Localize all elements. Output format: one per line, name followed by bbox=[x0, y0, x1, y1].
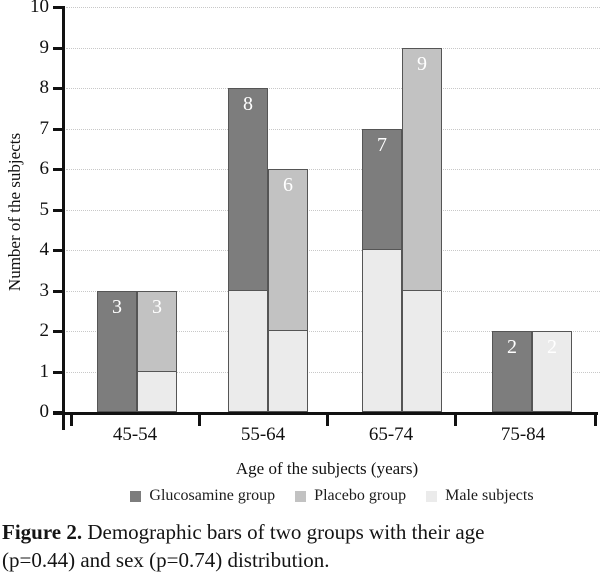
gridline bbox=[66, 209, 600, 211]
x-tick-label: 45-54 bbox=[112, 424, 158, 445]
legend-label: Male subjects bbox=[445, 487, 534, 504]
legend-label: Placebo group bbox=[314, 487, 407, 504]
y-axis-tick bbox=[53, 289, 62, 293]
y-tick-label: 6 bbox=[39, 158, 50, 179]
y-tick-label: 7 bbox=[39, 117, 50, 139]
bar-glucosamine-65-74: 7 bbox=[362, 128, 402, 412]
y-tick-label: 0 bbox=[39, 401, 50, 422]
gridline bbox=[66, 169, 600, 170]
legend-label: Glucosamine group bbox=[149, 487, 276, 504]
x-tick-label: 75-84 bbox=[500, 424, 546, 445]
bar-placebo-65-74: 9 bbox=[402, 47, 442, 412]
y-axis-tick bbox=[53, 87, 62, 90]
y-axis-line bbox=[62, 6, 65, 430]
bar-male-subjects-segment bbox=[533, 332, 571, 411]
bar-glucosamine-55-64: 8 bbox=[228, 88, 268, 412]
bar-glucosamine-45-54: 3 bbox=[97, 290, 137, 412]
y-axis-tick bbox=[53, 6, 62, 9]
bar-value-label: 3 bbox=[152, 295, 162, 318]
x-axis-tick bbox=[326, 412, 329, 426]
y-axis-tick bbox=[53, 168, 62, 171]
x-tick-label: 55-64 bbox=[240, 424, 286, 445]
legend-swatch-icon bbox=[426, 490, 438, 502]
figure-caption-line2: (p=0.44) and sex (p=0.74) distribution. bbox=[2, 548, 330, 572]
figure-caption-line1: Demographic bars of two groups with thei… bbox=[87, 520, 485, 544]
y-axis-tick bbox=[53, 370, 62, 374]
x-axis-line bbox=[53, 412, 598, 415]
y-axis-title: Number of the subjects bbox=[5, 132, 24, 292]
bar-value-label: 3 bbox=[112, 295, 122, 318]
gridline bbox=[66, 7, 600, 8]
bar-male-subjects-segment bbox=[138, 370, 176, 411]
bar-placebo-45-54: 3 bbox=[137, 290, 177, 412]
legend-item-male: Male subjects bbox=[426, 487, 534, 505]
x-axis-tick bbox=[198, 412, 201, 426]
gridline bbox=[66, 128, 600, 130]
chart-legend: Glucosamine group Placebo group Male subje… bbox=[0, 487, 600, 505]
y-axis-tick bbox=[53, 46, 62, 50]
y-axis-tick bbox=[53, 208, 62, 212]
bar-value-label: 6 bbox=[283, 174, 293, 196]
figure-caption-number: Figure 2. bbox=[2, 520, 83, 544]
x-axis-title: Age of the subjects (years) bbox=[235, 459, 419, 478]
bar-male-subjects-segment bbox=[229, 289, 267, 411]
x-axis-tick bbox=[594, 412, 597, 426]
y-tick-label: 9 bbox=[39, 36, 50, 58]
y-tick-label: 4 bbox=[39, 239, 50, 260]
legend-swatch-icon bbox=[130, 490, 142, 502]
figure-caption: Figure 2. Demographic bars of two groups… bbox=[2, 518, 600, 574]
y-tick-label: 5 bbox=[39, 198, 50, 220]
legend-item-glucosamine: Glucosamine group bbox=[130, 487, 275, 505]
bar-value-label: 2 bbox=[507, 336, 517, 358]
bar-placebo-55-64: 6 bbox=[268, 169, 308, 412]
y-tick-label: 1 bbox=[39, 360, 50, 382]
y-tick-label: 3 bbox=[39, 279, 50, 301]
bar-male-subjects-segment bbox=[363, 249, 401, 411]
y-axis-tick bbox=[53, 127, 62, 131]
bar-value-label: 8 bbox=[243, 93, 253, 115]
y-axis-tick bbox=[53, 330, 62, 333]
gridline bbox=[66, 331, 600, 332]
x-axis-tick bbox=[70, 412, 73, 426]
y-tick-label: 2 bbox=[39, 320, 50, 341]
bar-value-label: 7 bbox=[377, 133, 387, 156]
legend-swatch-icon bbox=[295, 490, 307, 502]
y-axis-tick bbox=[53, 249, 62, 252]
bar-value-label: 9 bbox=[417, 52, 427, 75]
gridline bbox=[66, 88, 600, 89]
y-tick-label: 10 bbox=[30, 0, 49, 17]
gridline bbox=[66, 290, 600, 292]
legend-item-placebo: Placebo group bbox=[295, 487, 406, 505]
gridline bbox=[66, 47, 600, 49]
bar-glucosamine-75-84: 2 bbox=[492, 331, 532, 412]
bar-placebo-75-84: 2 bbox=[532, 331, 572, 412]
x-tick-label: 65-74 bbox=[368, 424, 414, 445]
gridline bbox=[66, 371, 600, 373]
gridline bbox=[66, 250, 600, 251]
x-axis-tick bbox=[454, 412, 457, 426]
bar-value-label: 2 bbox=[547, 336, 557, 358]
bar-male-subjects-segment bbox=[403, 289, 441, 411]
bar-male-subjects-segment bbox=[269, 330, 307, 411]
y-tick-label: 8 bbox=[39, 77, 50, 98]
